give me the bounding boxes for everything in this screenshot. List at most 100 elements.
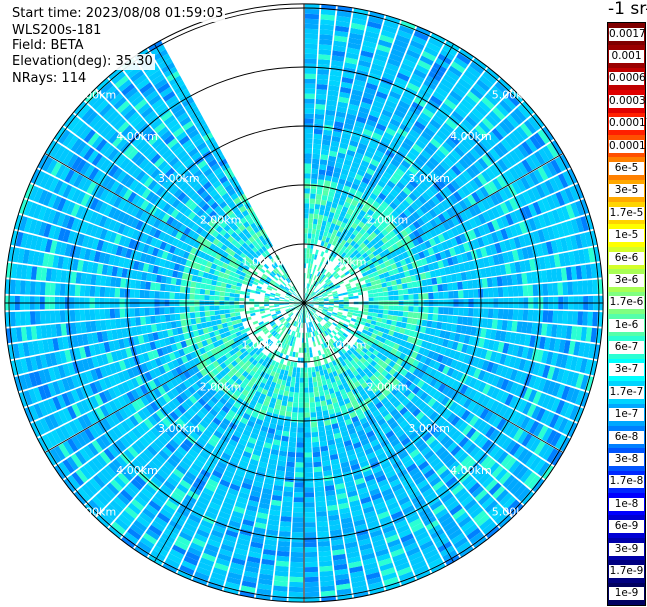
ray-bin (147, 245, 155, 255)
ray-bin (429, 378, 438, 388)
ray-bin (326, 494, 337, 502)
ray-bin (497, 434, 509, 448)
ray-bin (168, 352, 176, 361)
ray-bin (162, 267, 169, 276)
ray-bin (415, 139, 426, 150)
ray-bin (463, 289, 469, 299)
ray-bin (255, 325, 261, 331)
ray-bin (384, 357, 392, 365)
ray-bin (357, 455, 368, 464)
ray-bin (281, 400, 288, 407)
ray-bin (392, 218, 400, 227)
ray-bin (551, 268, 558, 282)
ray-bin (423, 548, 439, 560)
ray-bin (353, 157, 362, 165)
ray-bin (414, 157, 425, 168)
ray-bin (347, 42, 361, 50)
ray-bin (290, 561, 304, 568)
ray-bin (433, 292, 439, 299)
ray-bin (167, 553, 182, 565)
ray-bin (377, 269, 384, 275)
ray-bin (296, 437, 304, 443)
ray-bin (304, 342, 307, 348)
ray-bin (194, 571, 210, 581)
ray-bin (486, 361, 495, 373)
ray-bin (128, 238, 136, 249)
ray-bin (315, 94, 327, 100)
ray-bin (127, 502, 142, 515)
ray-bin (371, 534, 385, 543)
ray-bin (309, 248, 313, 254)
ray-bin (351, 89, 363, 97)
ray-bin (32, 251, 40, 266)
ray-bin (343, 241, 350, 248)
ray-bin (338, 215, 345, 222)
ray-bin (306, 283, 309, 289)
ray-bin (275, 399, 282, 406)
ray-bin (471, 128, 484, 141)
ray-bin (353, 441, 362, 449)
ray-bin (416, 361, 424, 370)
ray-bin (371, 385, 379, 394)
ray-bin (513, 357, 522, 370)
ray-bin (307, 263, 311, 269)
ray-bin (324, 315, 330, 320)
ray-bin (395, 168, 405, 177)
ray-bin (285, 316, 291, 321)
ray-bin (319, 570, 334, 577)
ray-bin (467, 317, 473, 326)
ray-bin (490, 193, 500, 206)
ray-bin (347, 290, 353, 295)
ray-bin (304, 173, 311, 179)
ray-bin (315, 98, 326, 105)
ray-bin (227, 363, 235, 371)
ray-bin (52, 338, 60, 351)
ray-bin (352, 585, 368, 593)
ray-bin (312, 223, 317, 230)
ray-bin (377, 258, 384, 265)
ray-bin (470, 326, 477, 336)
ray-bin (325, 237, 331, 243)
ray-bin (425, 160, 436, 171)
ray-bin (243, 344, 250, 351)
ray-bin (450, 149, 462, 161)
ray-bin (364, 87, 377, 96)
ray-bin (433, 461, 445, 472)
ray-bin (448, 65, 463, 78)
ray-bin (187, 377, 196, 386)
ray-bin (366, 209, 375, 217)
ray-bin (328, 408, 335, 415)
ray-bin (349, 432, 358, 440)
ray-bin (394, 76, 408, 87)
ray-bin (403, 388, 412, 398)
ray-bin (259, 306, 265, 309)
ray-bin (363, 562, 378, 571)
ray-bin (326, 311, 332, 315)
ray-bin (296, 332, 299, 338)
ray-bin (416, 217, 425, 227)
ray-bin (453, 307, 459, 316)
ray-bin (234, 371, 242, 378)
ray-bin (33, 371, 43, 386)
ray-bin (304, 28, 319, 35)
ray-bin (496, 451, 509, 464)
ray-bin (417, 535, 432, 547)
ray-bin (349, 499, 361, 508)
ray-bin (405, 196, 414, 205)
ray-bin (293, 497, 304, 503)
ray-bin (480, 455, 493, 468)
ray-bin (94, 226, 103, 239)
ray-bin (276, 424, 284, 431)
ray-bin (425, 256, 433, 264)
ray-bin (349, 233, 356, 240)
ray-bin (471, 485, 485, 498)
ray-bin (289, 304, 295, 306)
ray-bin (523, 387, 533, 401)
ray-bin (389, 176, 399, 185)
ray-bin (310, 183, 317, 189)
ray-bin (344, 57, 358, 65)
ray-bin (401, 159, 411, 169)
ray-bin (313, 297, 319, 300)
ray-bin (353, 420, 362, 428)
ray-bin (283, 486, 294, 493)
